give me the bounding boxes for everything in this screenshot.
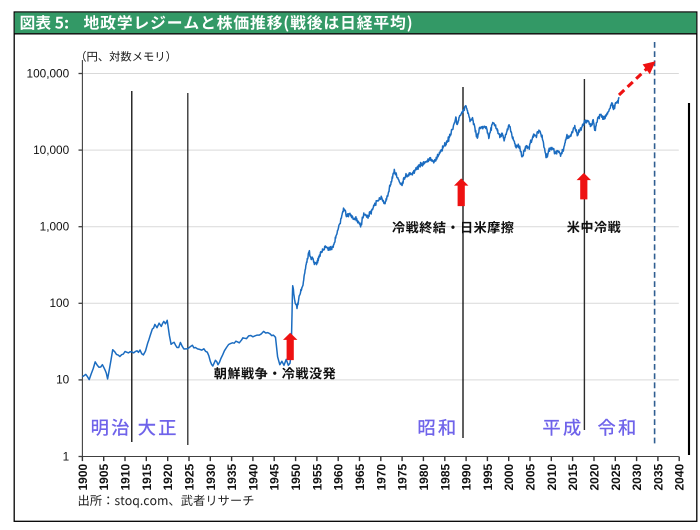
svg-text:2005: 2005 [524, 463, 538, 490]
svg-text:2015: 2015 [566, 463, 580, 490]
svg-text:1975: 1975 [396, 463, 410, 490]
svg-text:1940: 1940 [246, 463, 260, 490]
svg-text:1970: 1970 [374, 463, 388, 490]
svg-text:1955: 1955 [310, 463, 324, 490]
svg-text:2040: 2040 [673, 463, 687, 490]
svg-text:1,000: 1,000 [40, 220, 70, 234]
svg-text:1945: 1945 [268, 463, 282, 490]
svg-text:2035: 2035 [651, 463, 665, 490]
svg-text:1905: 1905 [97, 463, 111, 490]
svg-text:100,000: 100,000 [27, 66, 70, 80]
svg-text:1925: 1925 [183, 463, 197, 490]
svg-text:10: 10 [56, 373, 70, 387]
svg-text:2020: 2020 [588, 463, 602, 490]
svg-text:1980: 1980 [417, 463, 431, 490]
svg-text:1965: 1965 [353, 463, 367, 490]
svg-text:1910: 1910 [119, 463, 133, 490]
svg-text:1930: 1930 [204, 463, 218, 490]
svg-text:1915: 1915 [140, 463, 154, 490]
svg-text:1990: 1990 [460, 463, 474, 490]
svg-text:2010: 2010 [545, 463, 559, 490]
svg-text:10,000: 10,000 [33, 143, 70, 157]
svg-text:1950: 1950 [289, 463, 303, 490]
svg-text:1960: 1960 [332, 463, 346, 490]
svg-text:2000: 2000 [502, 463, 516, 490]
svg-text:1: 1 [63, 449, 70, 463]
svg-text:2030: 2030 [630, 463, 644, 490]
svg-text:1920: 1920 [161, 463, 175, 490]
svg-text:2025: 2025 [609, 463, 623, 490]
svg-text:100: 100 [50, 296, 70, 310]
svg-text:1995: 1995 [481, 463, 495, 490]
svg-text:1900: 1900 [76, 463, 90, 490]
svg-text:1985: 1985 [438, 463, 452, 490]
svg-text:1935: 1935 [225, 463, 239, 490]
